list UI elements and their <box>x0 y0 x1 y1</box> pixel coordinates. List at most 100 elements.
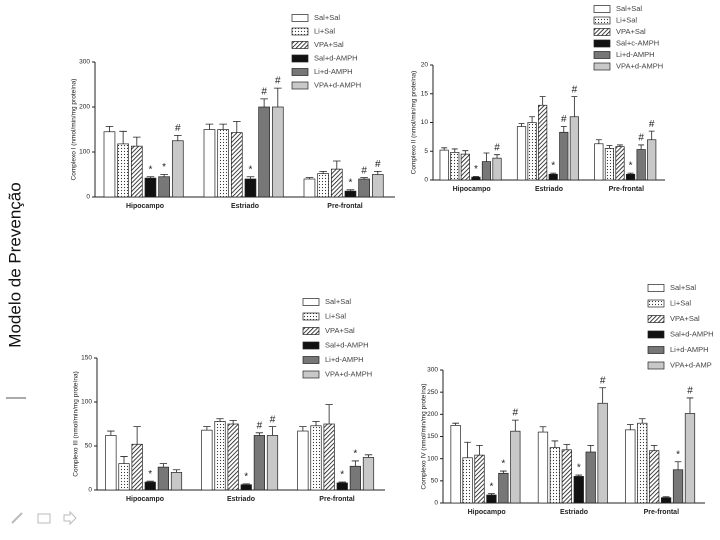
error-bar <box>364 454 373 458</box>
error-bar <box>219 123 227 130</box>
bar <box>157 466 169 491</box>
legend-swatch <box>302 341 320 350</box>
significance-marker: * <box>162 162 166 173</box>
error-bar <box>159 463 168 468</box>
bar <box>253 435 265 491</box>
slide-title: Modelo de Prevenção <box>5 182 24 347</box>
legend-label: VPA+d-AMP <box>670 360 712 369</box>
bar <box>660 497 672 504</box>
bar-pattern <box>649 450 659 503</box>
bar <box>636 149 646 181</box>
significance-marker: # <box>361 165 367 176</box>
legend-swatch <box>302 298 320 306</box>
error-bar <box>305 177 314 179</box>
error-bar <box>476 444 483 456</box>
bar <box>585 451 596 504</box>
next-icon[interactable] <box>63 510 77 526</box>
bar-pattern <box>461 154 470 180</box>
error-bar <box>119 130 127 144</box>
bar-pattern <box>217 129 229 197</box>
y-tick-label: 100 <box>427 455 438 462</box>
y-tick-label: 10 <box>421 119 429 126</box>
error-bar <box>488 493 495 496</box>
error-bar <box>451 148 458 153</box>
legend-label: Sal+c-AMPH <box>616 38 659 47</box>
pen-icon[interactable] <box>11 512 23 524</box>
error-bar <box>273 87 282 107</box>
error-bar <box>255 432 264 436</box>
bar-pattern <box>605 148 614 180</box>
error-bar <box>511 419 519 432</box>
error-bar <box>648 130 655 140</box>
bar <box>266 435 279 491</box>
bar-pattern <box>450 152 459 180</box>
legend-label: Li+Sal <box>616 15 637 24</box>
error-bar <box>172 469 181 473</box>
error-bar <box>472 176 479 178</box>
error-bar <box>539 426 547 433</box>
significance-marker: * <box>340 470 344 481</box>
bar <box>201 429 213 491</box>
y-tick-label: 0 <box>88 487 92 494</box>
error-bar <box>462 150 469 155</box>
error-bar <box>346 189 355 192</box>
legend-swatch <box>647 330 665 339</box>
bar <box>144 481 156 491</box>
legend-label: Sal+d-AMPH <box>314 53 358 62</box>
bar <box>258 106 270 198</box>
error-bar <box>550 172 557 175</box>
error-bar <box>246 176 255 179</box>
significance-marker: # <box>261 87 267 98</box>
error-bar <box>360 177 368 179</box>
error-bar <box>575 474 583 477</box>
bar <box>362 457 375 491</box>
legend-swatch <box>291 54 309 63</box>
bar-pattern <box>131 146 143 197</box>
legend-swatch-pattern <box>292 28 308 35</box>
error-bar <box>120 456 128 464</box>
significance-marker: * <box>501 459 505 470</box>
significance-marker: # <box>513 408 519 419</box>
y-tick-label: 0 <box>434 500 438 507</box>
bar-pattern <box>231 132 243 197</box>
y-tick-label: 300 <box>427 367 438 374</box>
error-bar <box>260 98 268 107</box>
legend-label: Li+Sal <box>670 298 691 307</box>
category-label: Hipocampo <box>468 509 506 516</box>
bar-pattern <box>462 457 473 503</box>
error-bar <box>674 461 682 470</box>
error-bar <box>599 387 606 404</box>
y-axis-label: Complexo IV (nmol/min/mg proteína) <box>421 383 428 489</box>
error-bar <box>483 152 490 162</box>
legend-label: Sal+d-AMPH <box>670 329 714 338</box>
y-tick-label: 150 <box>81 355 92 362</box>
legend-label: Li+d-AMPH <box>325 355 364 364</box>
error-bar <box>464 441 471 458</box>
category-label: Estriado <box>231 203 259 210</box>
error-bar <box>587 444 595 453</box>
bar <box>481 161 492 181</box>
error-bar <box>299 426 307 432</box>
y-tick-label: 0 <box>424 177 428 184</box>
menu-icon[interactable] <box>37 513 51 524</box>
legend-label: Sal+Sal <box>670 283 696 292</box>
error-bar <box>551 440 559 448</box>
legend-label: Li+d-AMPH <box>616 50 655 59</box>
legend-swatch-pattern <box>594 17 610 24</box>
significance-marker: # <box>257 420 263 431</box>
error-bar <box>338 481 346 483</box>
bar-pattern <box>474 455 485 503</box>
bar <box>573 476 584 504</box>
bar-pattern <box>214 421 226 490</box>
error-bar <box>319 170 327 174</box>
category-label: Pre-frontal <box>327 203 362 210</box>
error-bar <box>107 430 115 436</box>
error-bar <box>539 96 546 106</box>
significance-marker: * <box>676 449 680 460</box>
legend-label: VPA+Sal <box>670 314 700 323</box>
bar <box>498 472 509 504</box>
legend-swatch-pattern <box>292 41 308 49</box>
error-bar <box>518 123 525 127</box>
bar <box>344 190 357 198</box>
bar-pattern <box>310 425 322 490</box>
